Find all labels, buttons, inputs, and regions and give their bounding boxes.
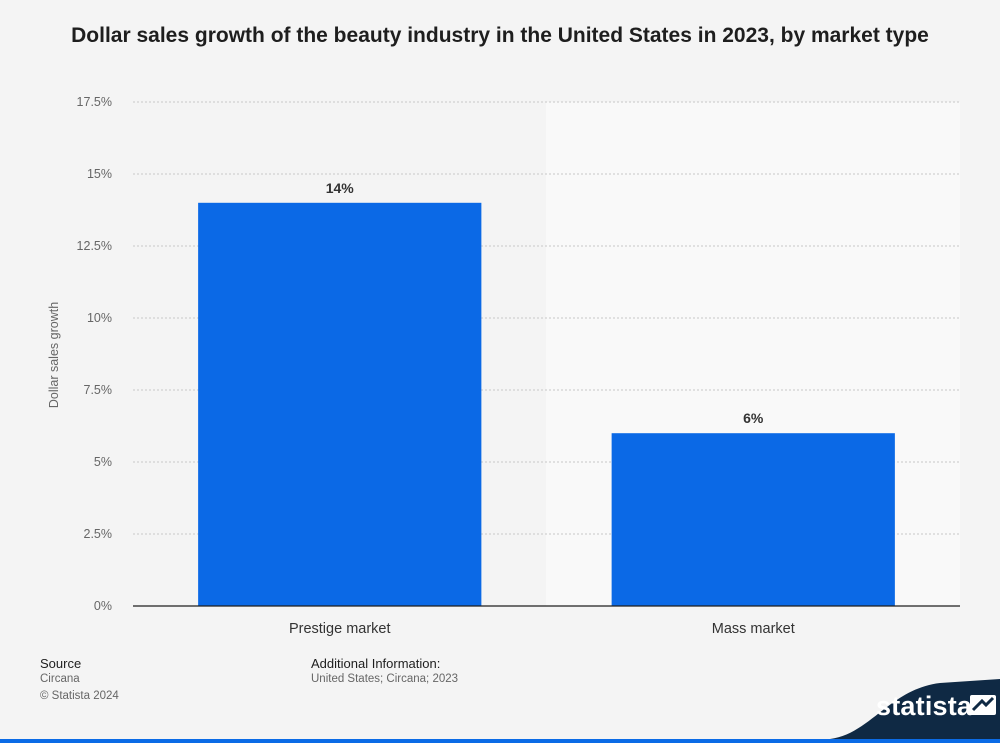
y-tick-label: 10% [87, 311, 112, 325]
statista-logo[interactable]: statista [830, 679, 1000, 739]
y-axis-label: Dollar sales growth [47, 302, 61, 408]
statista-mark-icon [970, 695, 996, 715]
y-axis-tick-labels: 0% 2.5% 5% 7.5% 10% 12.5% 15% 17.5% [77, 95, 112, 613]
additional-info-label: Additional Information: [311, 656, 441, 671]
logo-wave-background [830, 679, 1000, 739]
brand-name: statista [876, 691, 973, 721]
additional-info-value: United States; Circana; 2023 [311, 673, 459, 685]
source-label: Source [40, 656, 82, 671]
y-tick-label: 7.5% [84, 383, 113, 397]
bar-value-label: 14% [326, 180, 355, 196]
bar-value-label: 6% [743, 410, 764, 426]
x-axis-tick-labels: Prestige market Mass market [289, 621, 795, 637]
brand-band [0, 739, 1000, 743]
y-tick-label: 17.5% [77, 95, 112, 109]
x-tick-label: Prestige market [289, 621, 391, 637]
chart-title: Dollar sales growth of the beauty indust… [71, 24, 929, 47]
bar[interactable] [611, 433, 895, 606]
y-tick-label: 5% [94, 455, 112, 469]
bar-value-labels: 14% 6% [326, 180, 764, 426]
bar[interactable] [198, 202, 482, 607]
bars [198, 202, 895, 607]
x-tick-label: Mass market [712, 621, 795, 637]
copyright: © Statista 2024 [40, 690, 119, 702]
y-tick-label: 2.5% [84, 527, 113, 541]
bar-chart: 0% 2.5% 5% 7.5% 10% 12.5% 15% 17.5% 14% 6% Prest… [47, 95, 960, 637]
y-tick-label: 0% [94, 599, 112, 613]
y-tick-label: 15% [87, 167, 112, 181]
source-value: Circana [40, 673, 80, 685]
y-tick-label: 12.5% [77, 239, 112, 253]
